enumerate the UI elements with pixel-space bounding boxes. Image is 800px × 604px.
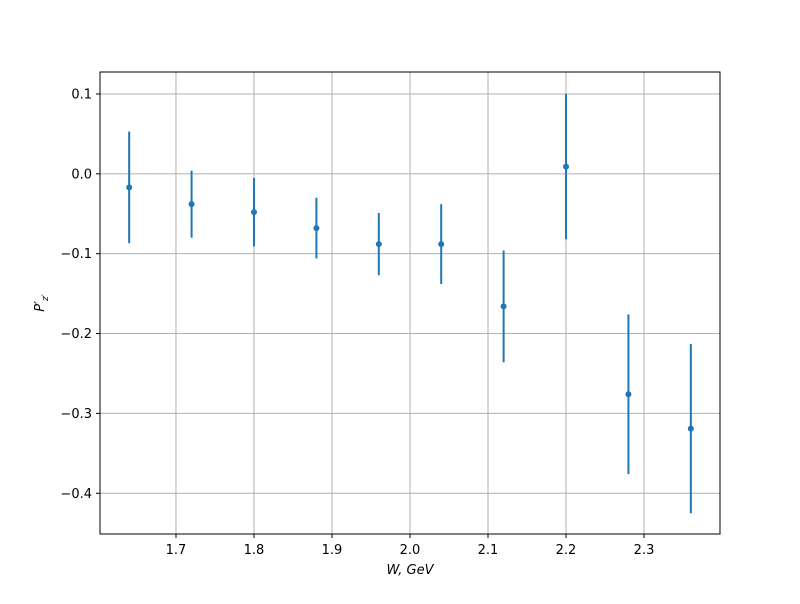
y-tick-label: −0.1 (60, 247, 92, 262)
ticks: 1.7 1.8 1.9 2.0 2.1 2.2 2.3 −0.4 −0.3 −0.2 −0.1 0.0… (60, 87, 654, 558)
y-axis-label-main: P′ (33, 301, 48, 312)
data-point (188, 201, 195, 208)
y-tick-label: 0.1 (71, 87, 92, 102)
data-point (625, 391, 632, 398)
data-point (313, 225, 320, 232)
data-point (438, 241, 445, 248)
y-axis-label-sub: z′ (41, 294, 51, 302)
x-tick-label: 2.0 (400, 543, 421, 558)
x-tick-label: 2.1 (478, 543, 499, 558)
y-tick-label: −0.4 (60, 487, 92, 502)
data-point (375, 241, 382, 248)
data-point (250, 209, 257, 216)
x-tick-label: 1.9 (322, 543, 343, 558)
x-tick-label: 1.8 (244, 543, 265, 558)
marks (126, 93, 694, 514)
y-tick-label: −0.2 (60, 327, 92, 342)
data-point (500, 303, 507, 310)
x-tick-label: 2.2 (556, 543, 577, 558)
y-axis-label: P′z′ (33, 294, 51, 312)
x-tick-label: 2.3 (634, 543, 655, 558)
y-tick-label: −0.3 (60, 407, 92, 422)
data-point (126, 184, 133, 191)
data-point (563, 163, 570, 170)
x-tick-label: 1.7 (166, 543, 187, 558)
data-point (687, 425, 694, 432)
y-tick-label: 0.0 (71, 167, 92, 182)
x-axis-label: W, GeV (386, 563, 434, 578)
